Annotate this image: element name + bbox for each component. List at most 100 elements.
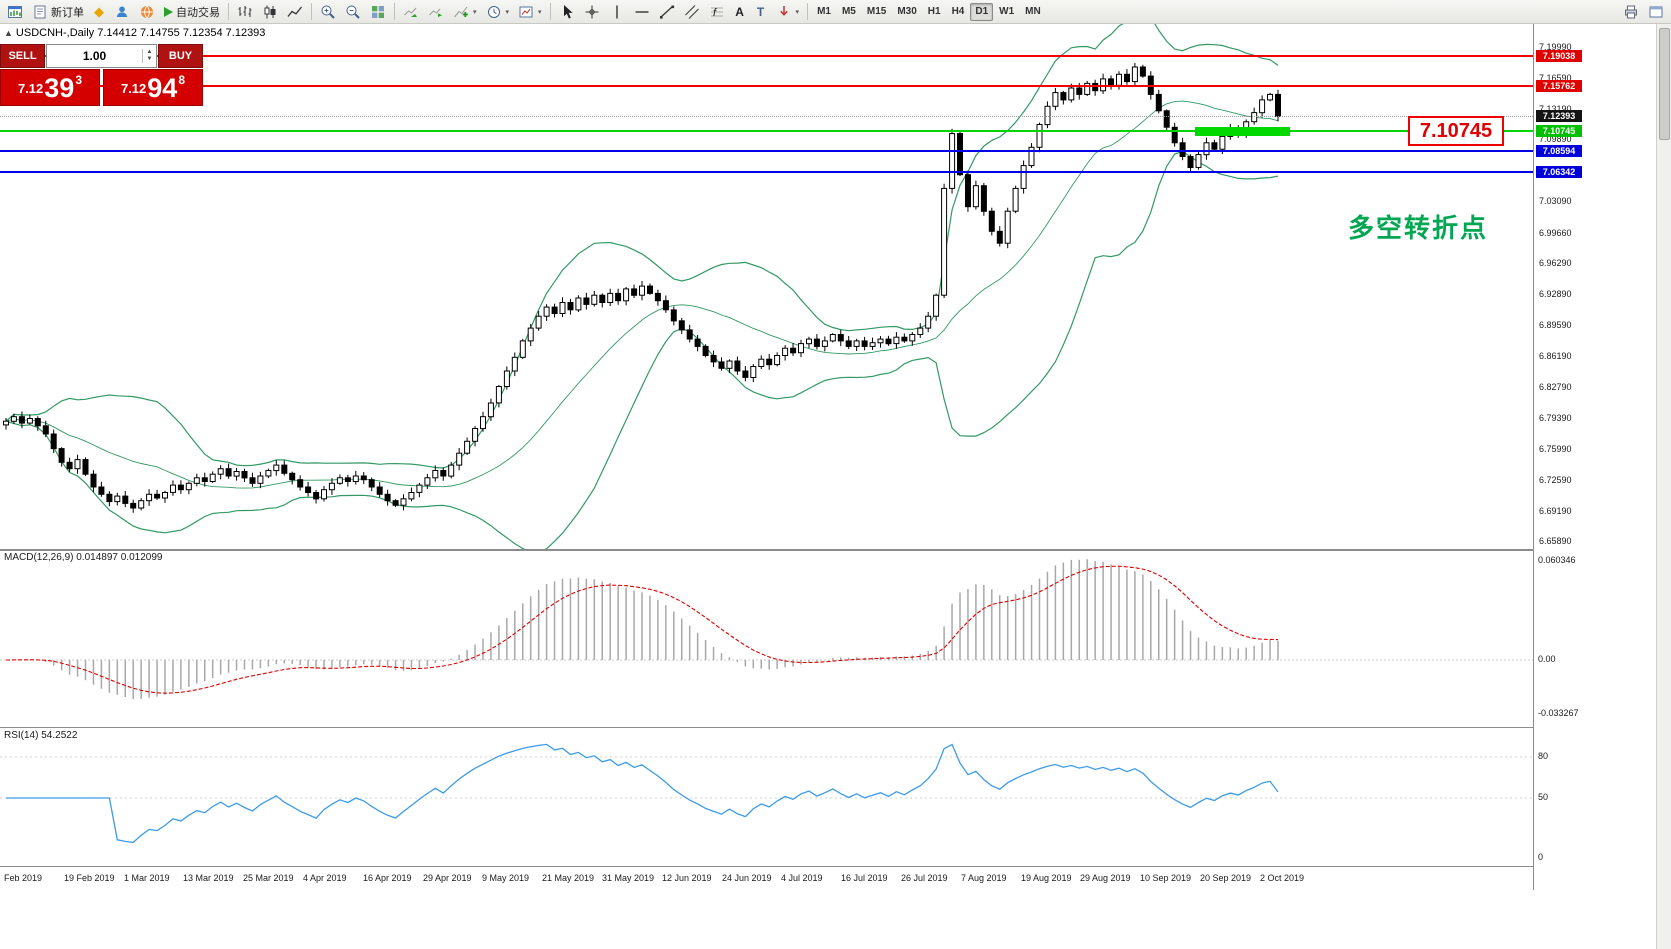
volume-down-icon[interactable]: ▼ <box>146 56 153 62</box>
market-button[interactable] <box>135 2 159 22</box>
timeframe-m1[interactable]: M1 <box>812 3 836 21</box>
crosshair-button[interactable] <box>580 2 604 22</box>
price-axis[interactable]: 7.199907.165907.131907.098907.064907.030… <box>1533 24 1656 890</box>
price-badge: 7.10745 <box>1536 125 1582 137</box>
tile-windows-button[interactable] <box>366 2 390 22</box>
indicators-icon <box>454 6 468 17</box>
fibonacci-button[interactable]: f <box>705 2 729 22</box>
bar-chart-button[interactable] <box>233 2 257 22</box>
template-icon <box>519 6 533 17</box>
toolbar-separator <box>311 3 312 20</box>
sell-price-pips: 39 <box>44 73 75 103</box>
macd-axis-zero: 0.00 <box>1538 654 1556 664</box>
current-price-line[interactable] <box>0 116 1533 117</box>
favorites-button[interactable]: ◆ <box>89 2 109 22</box>
scrollbar-thumb[interactable] <box>1659 28 1670 140</box>
toolbar: 新订单 ◆ 自动交易 <box>0 0 1671 24</box>
price-axis-label: 6.65890 <box>1539 536 1572 546</box>
community-button[interactable] <box>110 2 134 22</box>
date-axis-label: 1 Mar 2019 <box>124 873 170 883</box>
fibonacci-icon: f <box>710 7 723 19</box>
trendline-button[interactable] <box>655 2 679 22</box>
macd-chart-canvas[interactable] <box>0 549 1533 727</box>
timeframe-m15[interactable]: M15 <box>862 3 891 21</box>
rsi-axis-0: 0 <box>1538 852 1544 862</box>
volume-spinner: ▲ ▼ <box>142 49 156 63</box>
price-level-label[interactable]: 7.10745 <box>1408 116 1504 146</box>
new-order-button[interactable]: 新订单 <box>28 2 88 22</box>
rsi-axis-50: 50 <box>1538 792 1549 802</box>
text-button[interactable]: A <box>730 2 750 22</box>
periods-button[interactable]: ▾ <box>482 2 514 22</box>
date-axis-label: 29 Apr 2019 <box>423 873 472 883</box>
zoom-in-button[interactable] <box>316 2 340 22</box>
support-line-2[interactable] <box>0 171 1533 173</box>
buy-button[interactable]: BUY <box>158 44 203 68</box>
price-chart-canvas[interactable] <box>0 24 1533 549</box>
sell-price-display[interactable]: 7.12 39 3 <box>0 69 100 106</box>
price-axis-label: 6.99660 <box>1539 228 1572 238</box>
support-line-1[interactable] <box>0 150 1533 152</box>
date-axis-label: 9 May 2019 <box>482 873 530 883</box>
dropdown-caret-icon: ▾ <box>473 8 477 16</box>
text-annotation[interactable]: 多空转折点 <box>1348 213 1489 243</box>
timeframe-h1[interactable]: H1 <box>923 3 946 21</box>
volume-up-icon[interactable]: ▲ <box>146 49 153 55</box>
templates-button[interactable]: ▾ <box>514 2 546 22</box>
autoscroll-button[interactable] <box>399 2 423 22</box>
toolbar-separator <box>228 3 229 20</box>
autotrading-play-icon <box>164 6 173 17</box>
support-zone-rectangle[interactable] <box>1195 127 1290 136</box>
price-badge: 7.06342 <box>1536 166 1582 178</box>
line-chart-button[interactable] <box>283 2 307 22</box>
sell-button[interactable]: SELL <box>0 44 45 68</box>
rsi-chart-canvas[interactable] <box>0 727 1533 866</box>
community-icon <box>116 6 128 17</box>
one-click-trade-panel: SELL ▲ ▼ BUY 7.12 39 3 7.12 94 8 <box>0 44 203 106</box>
bar-chart-icon <box>238 5 252 17</box>
volume-input[interactable] <box>47 49 142 63</box>
print-button[interactable] <box>1619 2 1643 22</box>
panel-separator[interactable] <box>0 549 1656 551</box>
print-icon <box>1625 5 1637 18</box>
timeframe-m5[interactable]: M5 <box>837 3 861 21</box>
timeframe-d1[interactable]: D1 <box>970 2 994 21</box>
time-axis[interactable]: Feb 2019 19 Feb 2019 1 Mar 2019 13 Mar 2019… <box>0 866 1533 892</box>
resistance-line-1[interactable] <box>0 55 1533 57</box>
timeframe-h4[interactable]: H4 <box>947 3 970 21</box>
text-label-button[interactable]: T <box>751 2 771 22</box>
crosshair-icon <box>585 5 599 18</box>
buy-price-display[interactable]: 7.12 94 8 <box>103 69 203 106</box>
buy-price-big: 7.12 <box>120 81 147 96</box>
autotrading-button[interactable]: 自动交易 <box>160 2 224 22</box>
collapse-trade-panel-icon[interactable]: ▲ <box>4 28 13 38</box>
pivot-line-green[interactable] <box>0 130 1533 132</box>
indicators-button[interactable]: ▾ <box>449 2 481 22</box>
cursor-button[interactable] <box>555 2 579 22</box>
channel-button[interactable] <box>680 2 704 22</box>
resistance-line-2[interactable] <box>0 85 1533 87</box>
new-chart-button[interactable] <box>3 2 27 22</box>
date-axis-label: 31 May 2019 <box>602 873 655 883</box>
panel-separator[interactable] <box>0 727 1656 728</box>
arrows-button[interactable]: ▾ <box>772 2 804 22</box>
date-axis-label: 12 Jun 2019 <box>662 873 712 883</box>
vertical-scrollbar[interactable] <box>1656 24 1671 949</box>
vertical-line-button[interactable] <box>605 2 629 22</box>
toolbar-separator <box>807 3 809 20</box>
date-axis-label: 19 Feb 2019 <box>64 873 115 883</box>
timeframe-m30[interactable]: M30 <box>892 3 921 21</box>
price-axis-label: 7.13190 <box>1539 104 1572 114</box>
timeframe-mn[interactable]: MN <box>1020 3 1046 21</box>
horizontal-line-button[interactable] <box>630 2 654 22</box>
zoom-out-button[interactable] <box>341 2 365 22</box>
chart-shift-button[interactable] <box>424 2 448 22</box>
clock-icon <box>487 5 500 18</box>
timeframe-w1[interactable]: W1 <box>994 3 1019 21</box>
window-layout-button[interactable] <box>1644 2 1668 22</box>
price-axis-label: 6.86190 <box>1539 351 1572 361</box>
panel-separator <box>0 866 1656 867</box>
candlestick-chart-button[interactable] <box>258 2 282 22</box>
date-axis-label: 2 Oct 2019 <box>1260 873 1305 883</box>
